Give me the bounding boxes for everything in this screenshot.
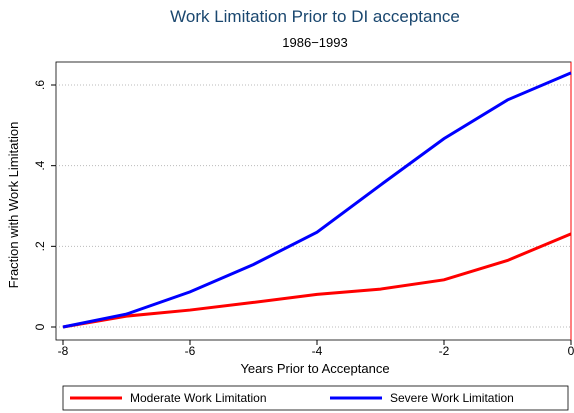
chart-subtitle: 1986−1993 xyxy=(282,35,347,50)
series-line xyxy=(62,71,572,329)
x-tick-label: -4 xyxy=(312,344,323,358)
x-tick-label: 0 xyxy=(568,344,574,358)
legend-box xyxy=(62,385,569,411)
y-axis-label: Fraction with Work Limitation xyxy=(6,122,21,289)
x-tick-label: -2 xyxy=(439,344,450,358)
y-tick-label: .4 xyxy=(33,160,47,170)
x-tick-label: -6 xyxy=(185,344,196,358)
y-tick-label: .6 xyxy=(33,80,47,90)
x-axis-label: Years Prior to Acceptance xyxy=(240,361,389,376)
series-line xyxy=(62,232,572,329)
legend-label: Moderate Work Limitation xyxy=(130,391,267,405)
plot-frame xyxy=(55,61,572,341)
x-tick-label: -8 xyxy=(58,344,69,358)
y-tick-label: .2 xyxy=(33,241,47,251)
chart-title: Work Limitation Prior to DI acceptance xyxy=(170,7,460,26)
y-tick-label: 0 xyxy=(33,323,47,330)
legend-label: Severe Work Limitation xyxy=(390,391,514,405)
